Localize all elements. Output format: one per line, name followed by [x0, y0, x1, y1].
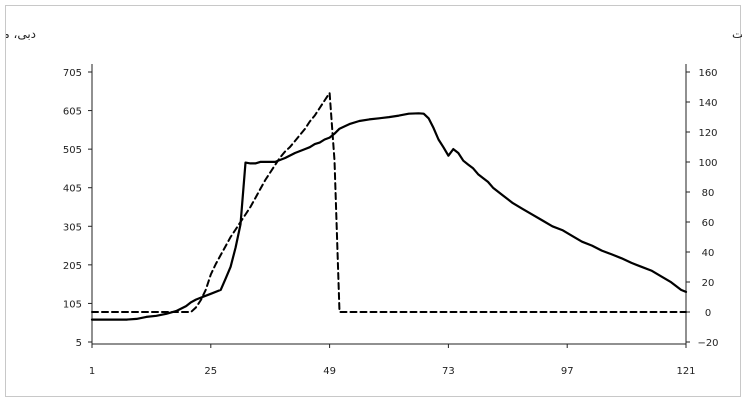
left-tick-label: 305 [63, 222, 82, 233]
right-tick-label: 120 [698, 128, 717, 139]
right-axis-title: بارش برحسب میلی متر در ساعت [732, 27, 742, 42]
left-tick-label: 705 [63, 68, 82, 79]
right-tick-label: 0 [705, 308, 711, 319]
x-tick-label: 1 [89, 366, 95, 377]
dual-axis-line-chart: 5 105 205 305 405 505 605 705 −20 0 20 40 60 80 100 120… [6, 27, 742, 377]
rainfall-series-line [91, 92, 687, 313]
left-axis-title: دبی، مترمکعب در ثانیه [6, 27, 36, 42]
left-tick-label: 205 [63, 261, 82, 272]
left-tick-label: 605 [63, 107, 82, 118]
left-tick-label: 5 [76, 338, 82, 349]
right-tick-label: 140 [698, 98, 717, 109]
chart-frame: 5 105 205 305 405 505 605 705 −20 0 20 40 60 80 100 120… [5, 5, 742, 397]
x-tick-label: 49 [323, 366, 336, 377]
right-tick-label: 80 [702, 188, 715, 199]
x-tick-label: 25 [204, 366, 217, 377]
right-tick-label: 40 [702, 248, 715, 259]
x-tick-label: 97 [561, 366, 574, 377]
left-tick-label: 505 [63, 145, 82, 156]
right-tick-label: 20 [702, 278, 715, 289]
right-tick-label: 160 [698, 68, 717, 79]
left-tick-label: 105 [63, 299, 82, 310]
left-tick-label: 405 [63, 184, 82, 195]
right-tick-label: −20 [697, 338, 718, 349]
x-tick-label: 121 [676, 366, 695, 377]
x-tick-label: 73 [442, 366, 455, 377]
right-tick-label: 100 [698, 158, 717, 169]
right-tick-label: 60 [702, 218, 715, 229]
discharge-series-line [90, 112, 688, 321]
